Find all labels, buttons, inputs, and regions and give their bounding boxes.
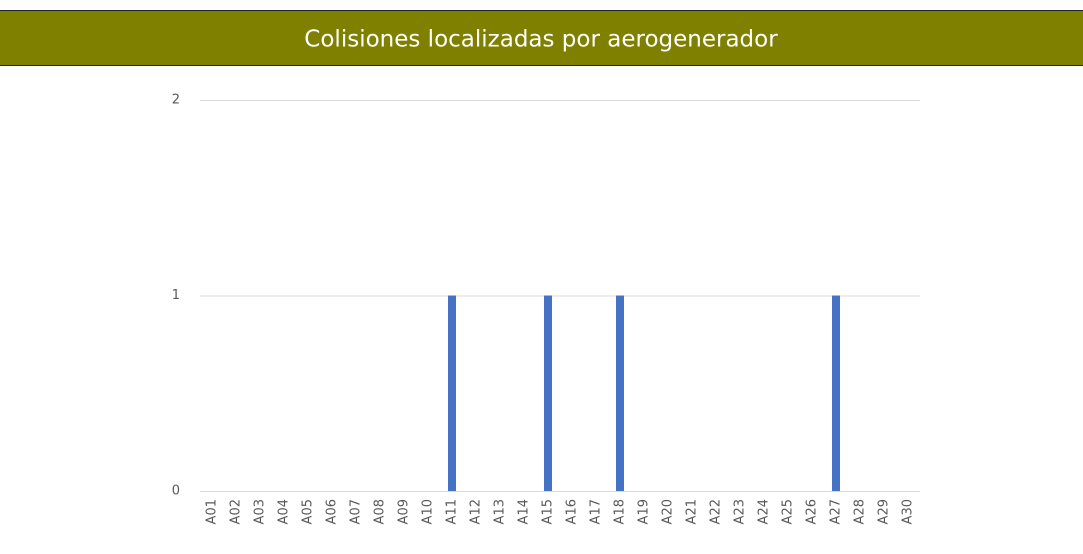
x-tick-label: A19: [637, 499, 652, 524]
bar: [448, 295, 456, 491]
x-tick-label: A08: [373, 499, 388, 524]
bar: [544, 295, 552, 491]
x-tick-label: A12: [469, 499, 484, 524]
x-tick-label: A13: [493, 499, 508, 524]
x-tick-label: A10: [421, 499, 436, 524]
y-tick-label: 0: [172, 484, 180, 499]
x-tick-label: A16: [565, 499, 580, 524]
y-tick-label: 2: [172, 93, 180, 108]
x-tick-label: A18: [613, 499, 628, 524]
x-tick-label: A30: [901, 499, 916, 524]
title-banner: [0, 10, 1083, 66]
x-tick-label: A17: [589, 499, 604, 524]
x-tick-label: A23: [733, 499, 748, 524]
chart-title: Colisiones localizadas por aerogenerador: [304, 27, 778, 53]
bar: [616, 295, 624, 491]
bar: [832, 295, 840, 491]
x-tick-label: A11: [445, 499, 460, 524]
x-tick-label: A26: [805, 499, 820, 524]
x-tick-label: A25: [781, 499, 796, 524]
x-tick-label: A05: [301, 499, 316, 524]
x-tick-label: A09: [397, 499, 412, 524]
x-tick-label: A15: [541, 499, 556, 524]
y-tick-label: 1: [172, 288, 180, 303]
x-tick-label: A20: [661, 499, 676, 524]
x-tick-label: A06: [325, 499, 340, 524]
x-tick-label: A24: [757, 499, 772, 524]
x-tick-label: A14: [517, 499, 532, 524]
x-tick-label: A01: [205, 499, 220, 524]
x-tick-label: A03: [253, 499, 268, 524]
x-tick-label: A28: [853, 499, 868, 524]
x-tick-label: A04: [277, 499, 292, 524]
x-tick-label: A07: [349, 499, 364, 524]
x-tick-label: A02: [229, 499, 244, 524]
x-tick-label: A21: [685, 499, 700, 524]
x-tick-label: A29: [877, 499, 892, 524]
x-tick-label: A22: [709, 499, 724, 524]
x-tick-label: A27: [829, 499, 844, 524]
